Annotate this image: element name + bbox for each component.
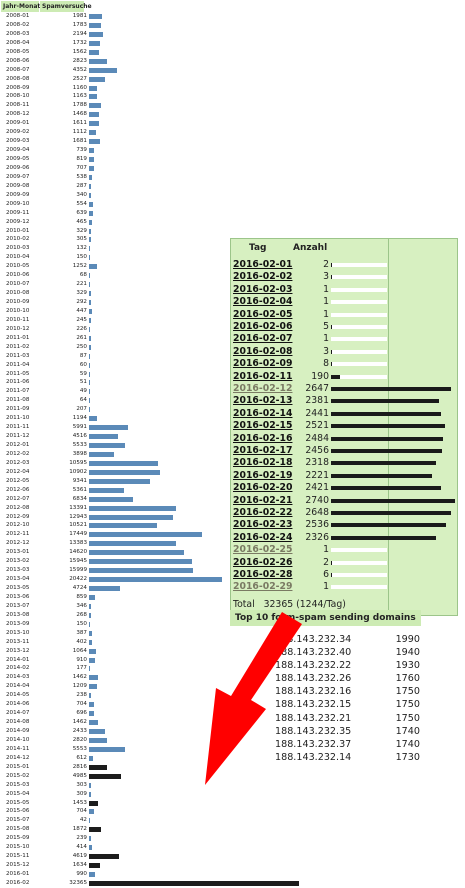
value-cell: 990 [41, 870, 87, 879]
value-cell: 414 [41, 843, 87, 852]
red-arrow-annotation [0, 0, 465, 800]
value-cell: 1634 [41, 861, 87, 870]
value-bar [89, 827, 101, 832]
value-cell: 32365 [41, 879, 87, 888]
value-bar [89, 854, 119, 859]
month-cell: 2015-11 [6, 852, 39, 861]
month-cell: 2015-08 [6, 825, 39, 834]
value-bar [89, 818, 90, 823]
value-cell: 42 [41, 816, 87, 825]
month-cell: 2015-09 [6, 834, 39, 843]
month-cell: 2015-12 [6, 861, 39, 870]
month-cell: 2015-07 [6, 816, 39, 825]
value-bar [89, 836, 91, 841]
value-cell: 1872 [41, 825, 87, 834]
month-cell: 2015-10 [6, 843, 39, 852]
month-cell: 2015-06 [6, 807, 39, 816]
value-bar [89, 801, 98, 806]
value-cell: 4619 [41, 852, 87, 861]
value-cell: 704 [41, 807, 87, 816]
value-cell: 239 [41, 834, 87, 843]
value-bar [89, 863, 100, 868]
value-bar [89, 881, 299, 886]
value-bar [89, 845, 92, 850]
value-bar [89, 809, 94, 814]
value-bar [89, 872, 95, 877]
month-cell: 2016-02 [6, 879, 39, 888]
red-arrow-shape [205, 612, 302, 785]
month-cell: 2016-01 [6, 870, 39, 879]
